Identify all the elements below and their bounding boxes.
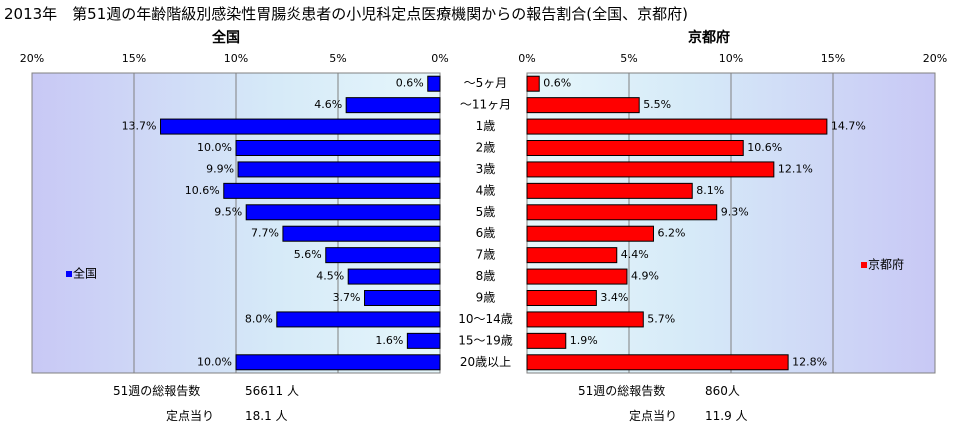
tick-label-national: 20% xyxy=(20,52,44,65)
data-label-kyoto: 0.6% xyxy=(543,77,571,90)
bar-kyoto xyxy=(526,118,828,135)
tick-label-kyoto: 5% xyxy=(620,52,637,65)
kyoto-total-value: 860人 xyxy=(705,384,740,398)
bar-kyoto xyxy=(526,247,618,264)
data-label-kyoto: 12.1% xyxy=(778,162,813,175)
panel-title-national: 全国 xyxy=(212,30,240,46)
bar-kyoto xyxy=(526,268,628,285)
tick-label-national: 0% xyxy=(431,52,448,65)
legend-swatch-national xyxy=(66,271,72,277)
bar-national xyxy=(364,290,441,306)
bar-kyoto xyxy=(526,354,789,371)
category-label: 5歳 xyxy=(476,205,496,219)
legend-label-national: 全国 xyxy=(73,266,97,281)
category-label: 2歳 xyxy=(476,141,496,155)
data-label-national: 8.0% xyxy=(245,312,273,325)
bar-kyoto xyxy=(526,161,775,178)
data-label-kyoto: 8.1% xyxy=(696,184,724,197)
national-per-site-label: 定点当り xyxy=(166,409,215,423)
tick-label-kyoto: 10% xyxy=(719,52,743,65)
data-label-national: 7.7% xyxy=(251,227,279,240)
data-label-kyoto: 5.7% xyxy=(647,312,675,325)
chart-svg: 0% 0% 5% 5% 10% 10% 15% 15% 20% 20% 0.6% 0.6% ～5ヶ月 4.… xyxy=(20,52,947,374)
tick-label-national: 15% xyxy=(122,52,146,65)
bar-kyoto xyxy=(526,225,654,242)
bar-national xyxy=(282,225,441,242)
category-label: 1歳 xyxy=(476,119,496,133)
bar-national xyxy=(345,97,441,114)
category-label: ～5ヶ月 xyxy=(464,76,508,90)
legend-swatch-kyoto xyxy=(861,262,867,268)
tick-label-kyoto: 0% xyxy=(518,52,535,65)
data-label-kyoto: 6.2% xyxy=(657,227,685,240)
bar-national xyxy=(276,311,441,328)
bar-kyoto xyxy=(526,332,567,349)
category-label: 10～14歳 xyxy=(458,312,513,326)
data-label-kyoto: 4.9% xyxy=(631,270,659,283)
category-label: 8歳 xyxy=(476,269,496,283)
category-label: 15～19歳 xyxy=(458,333,513,347)
category-label: 7歳 xyxy=(476,248,496,262)
national-total-label: 51週の総報告数 xyxy=(113,384,201,398)
data-label-national: 5.6% xyxy=(294,248,322,261)
tick-label-national: 5% xyxy=(329,52,346,65)
national-per-site-value: 18.1 人 xyxy=(245,409,288,423)
data-label-kyoto: 1.9% xyxy=(570,334,598,347)
kyoto-per-site-label: 定点当り xyxy=(629,409,678,423)
bar-national xyxy=(223,182,441,199)
bar-national xyxy=(235,140,441,156)
data-label-national: 9.5% xyxy=(214,205,242,218)
kyoto-total-label: 51週の総報告数 xyxy=(578,384,666,398)
data-label-national: 4.5% xyxy=(316,270,344,283)
national-total-value: 56611 人 xyxy=(245,384,299,398)
bar-national xyxy=(160,118,441,135)
data-label-kyoto: 9.3% xyxy=(721,205,749,218)
bar-kyoto xyxy=(526,140,744,156)
tick-label-national: 10% xyxy=(224,52,248,65)
legend-label-kyoto: 京都府 xyxy=(868,257,904,272)
category-label: 4歳 xyxy=(476,183,496,197)
data-label-kyoto: 4.4% xyxy=(621,248,649,261)
data-label-kyoto: 10.6% xyxy=(747,141,782,154)
tick-label-kyoto: 15% xyxy=(821,52,845,65)
category-label: 9歳 xyxy=(476,291,496,305)
bar-national xyxy=(406,332,441,349)
data-label-national: 13.7% xyxy=(122,120,157,133)
bar-kyoto xyxy=(526,75,540,92)
data-label-kyoto: 3.4% xyxy=(600,291,628,304)
data-label-kyoto: 14.7% xyxy=(831,120,866,133)
bar-kyoto xyxy=(526,97,640,114)
data-label-kyoto: 5.5% xyxy=(643,98,671,111)
data-label-kyoto: 12.8% xyxy=(792,355,827,368)
bar-kyoto xyxy=(526,182,693,199)
bar-national xyxy=(427,75,441,92)
data-label-national: 0.6% xyxy=(396,77,424,90)
data-label-national: 10.0% xyxy=(197,355,232,368)
category-label: 6歳 xyxy=(476,226,496,240)
chart-title: 2013年 第51週の年齢階級別感染性胃腸炎患者の小児科定点医療機関からの報告割… xyxy=(4,5,688,23)
data-label-national: 4.6% xyxy=(314,98,342,111)
bar-kyoto xyxy=(526,311,644,328)
category-label: 20歳以上 xyxy=(460,355,511,369)
bar-national xyxy=(235,354,441,371)
data-label-national: 10.6% xyxy=(185,184,220,197)
data-label-national: 9.9% xyxy=(206,162,234,175)
category-label: ～11ヶ月 xyxy=(460,98,511,112)
bar-national xyxy=(245,204,441,221)
bar-national xyxy=(347,268,441,285)
tick-label-kyoto: 20% xyxy=(923,52,947,65)
bar-national xyxy=(237,161,441,178)
data-label-national: 10.0% xyxy=(197,141,232,154)
data-label-national: 1.6% xyxy=(375,334,403,347)
bar-national xyxy=(325,247,441,264)
bar-kyoto xyxy=(526,204,718,221)
data-label-national: 3.7% xyxy=(333,291,361,304)
category-label: 3歳 xyxy=(476,162,496,176)
panel-title-kyoto: 京都府 xyxy=(688,30,730,46)
kyoto-per-site-value: 11.9 人 xyxy=(705,409,748,423)
bar-kyoto xyxy=(526,290,597,306)
